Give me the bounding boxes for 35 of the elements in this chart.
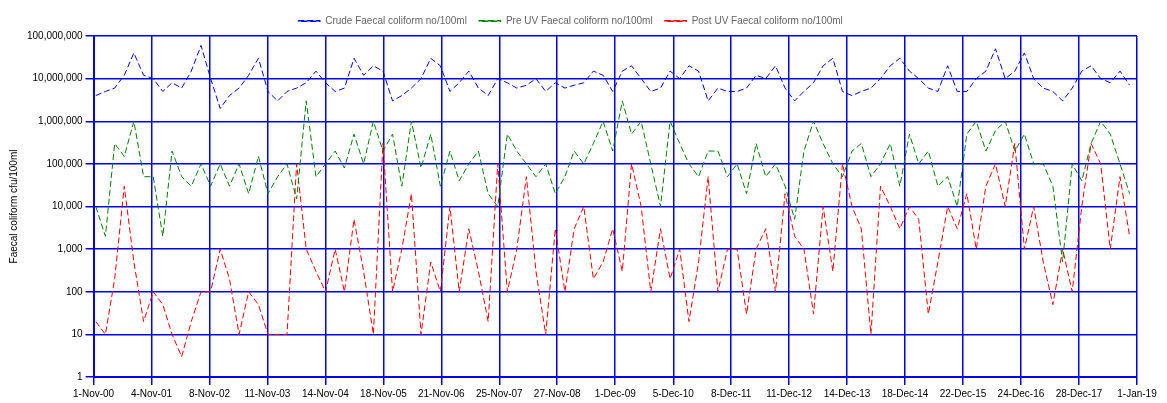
x-tick-label: 28-Dec-17: [1055, 387, 1103, 399]
x-tick-label: 14-Nov-04: [302, 387, 350, 399]
x-tick-label: 4-Nov-01: [130, 387, 173, 399]
y-tick-label: 10,000: [52, 200, 84, 212]
x-tick-label: 24-Dec-16: [997, 387, 1045, 399]
y-tick-label: 100: [65, 285, 84, 297]
x-tick-label: 11-Dec-12: [766, 387, 813, 399]
x-tick-label: 1-Jan-19: [1117, 387, 1158, 399]
x-tick-label: 1-Dec-09: [594, 387, 637, 399]
legend-label: Crude Faecal coliform no/100ml: [325, 14, 467, 26]
line-series: [95, 143, 1131, 358]
line-series: [95, 44, 1131, 109]
x-tick-label: 14-Dec-13: [823, 387, 871, 399]
x-tick-label: 18-Nov-05: [360, 387, 408, 399]
y-tick-label: 10,000,000: [32, 72, 84, 84]
x-tick-label: 18-Dec-14: [881, 387, 929, 399]
y-tick-label: 100,000,000: [26, 29, 84, 41]
y-tick-label: 1,000,000: [38, 115, 84, 126]
legend-label: Pre UV Faecal coliform no/100ml: [505, 14, 653, 26]
y-axis-title: Faecal coliform cfu/100ml: [7, 149, 19, 264]
x-tick-label: 21-Nov-06: [417, 387, 466, 399]
x-tick-label: 8-Dec-11: [710, 387, 752, 399]
y-tick-label: 10: [71, 328, 84, 340]
x-tick-label: 27-Nov-08: [533, 387, 581, 399]
x-tick-label: 8-Nov-02: [188, 387, 231, 399]
y-tick-label: 100,000: [46, 157, 84, 169]
x-tick-label: 5-Dec-10: [652, 387, 695, 399]
line-series: [95, 100, 1131, 263]
x-tick-label: 25-Nov-07: [475, 387, 524, 399]
y-tick-label: 1: [77, 370, 84, 382]
legend-label: Post UV Faecal coliform no/100ml: [691, 14, 843, 26]
x-tick-label: 1-Nov-00: [73, 387, 115, 399]
x-tick-label: 22-Dec-15: [939, 387, 987, 399]
y-tick-label: 1,000: [57, 242, 84, 254]
x-tick-label: 11-Nov-03: [244, 387, 291, 399]
